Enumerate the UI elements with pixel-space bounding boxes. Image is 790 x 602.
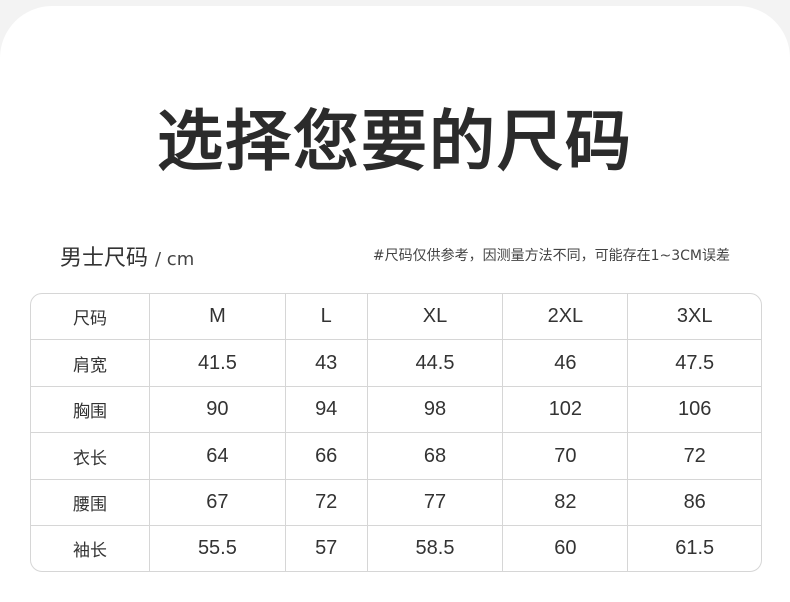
content-card <box>0 6 790 602</box>
table-cell: 106 <box>628 387 761 434</box>
row-label: 胸围 <box>31 386 150 434</box>
table-cell: 86 <box>628 480 761 527</box>
header-cell: 尺码 <box>31 294 150 341</box>
header-cell: 3XL <box>628 294 761 341</box>
table-cell: 46 <box>503 340 629 387</box>
table-cell: 72 <box>628 433 761 480</box>
table-cell: 66 <box>285 433 368 480</box>
table-cell: 44.5 <box>367 340 504 387</box>
header-cell: L <box>285 294 368 341</box>
header-cell: M <box>150 294 286 341</box>
table-cell: 98 <box>367 386 504 434</box>
table-row: 袖长 55.5 57 58.5 60 61.5 <box>31 526 761 571</box>
table-header-row: 尺码 M L XL 2XL 3XL <box>31 294 761 341</box>
table-cell: 68 <box>367 433 504 480</box>
table-cell: 90 <box>150 386 286 434</box>
table-cell: 70 <box>503 433 629 480</box>
table-cell: 94 <box>285 386 368 434</box>
page-title: 选择您要的尺码 <box>157 103 633 180</box>
size-chart-label: 男士尺码 / cm <box>60 240 194 272</box>
table-cell: 72 <box>285 479 368 527</box>
table-cell: 77 <box>367 479 504 527</box>
table-cell: 41.5 <box>150 340 286 387</box>
table-cell: 82 <box>503 479 629 527</box>
table-cell: 64 <box>150 433 286 480</box>
table-cell: 43 <box>285 340 368 387</box>
size-chart-title: 男士尺码 <box>60 246 149 271</box>
table-cell: 55.5 <box>150 526 286 571</box>
row-label: 衣长 <box>31 433 150 480</box>
table-row: 肩宽 41.5 43 44.5 46 47.5 <box>31 340 761 387</box>
table-cell: 57 <box>286 526 368 571</box>
size-table: 尺码 M L XL 2XL 3XL 肩宽 41.5 43 44.5 46 47.5 胸围 90 94 98 10… <box>30 293 762 572</box>
unit-label: / cm <box>155 249 195 270</box>
table-cell: 58.5 <box>368 526 504 571</box>
header-cell: 2XL <box>503 294 629 341</box>
row-label: 肩宽 <box>31 340 150 387</box>
table-row: 腰围 67 72 77 82 86 <box>31 479 761 527</box>
header-cell: XL <box>367 294 504 341</box>
table-cell: 102 <box>503 386 629 434</box>
row-label: 袖长 <box>31 526 150 571</box>
table-row: 胸围 90 94 98 102 106 <box>31 386 761 434</box>
table-cell: 61.5 <box>675 537 715 560</box>
row-label: 腰围 <box>31 479 150 527</box>
table-cell: 47.5 <box>628 340 761 387</box>
table-cell: 60 <box>503 526 629 571</box>
measurement-note: #尺码仅供参考，因测量方法不同，可能存在1~3CM误差 <box>372 248 730 264</box>
table-row: 衣长 64 66 68 70 72 <box>31 433 761 480</box>
table-cell: 67 <box>150 479 286 527</box>
